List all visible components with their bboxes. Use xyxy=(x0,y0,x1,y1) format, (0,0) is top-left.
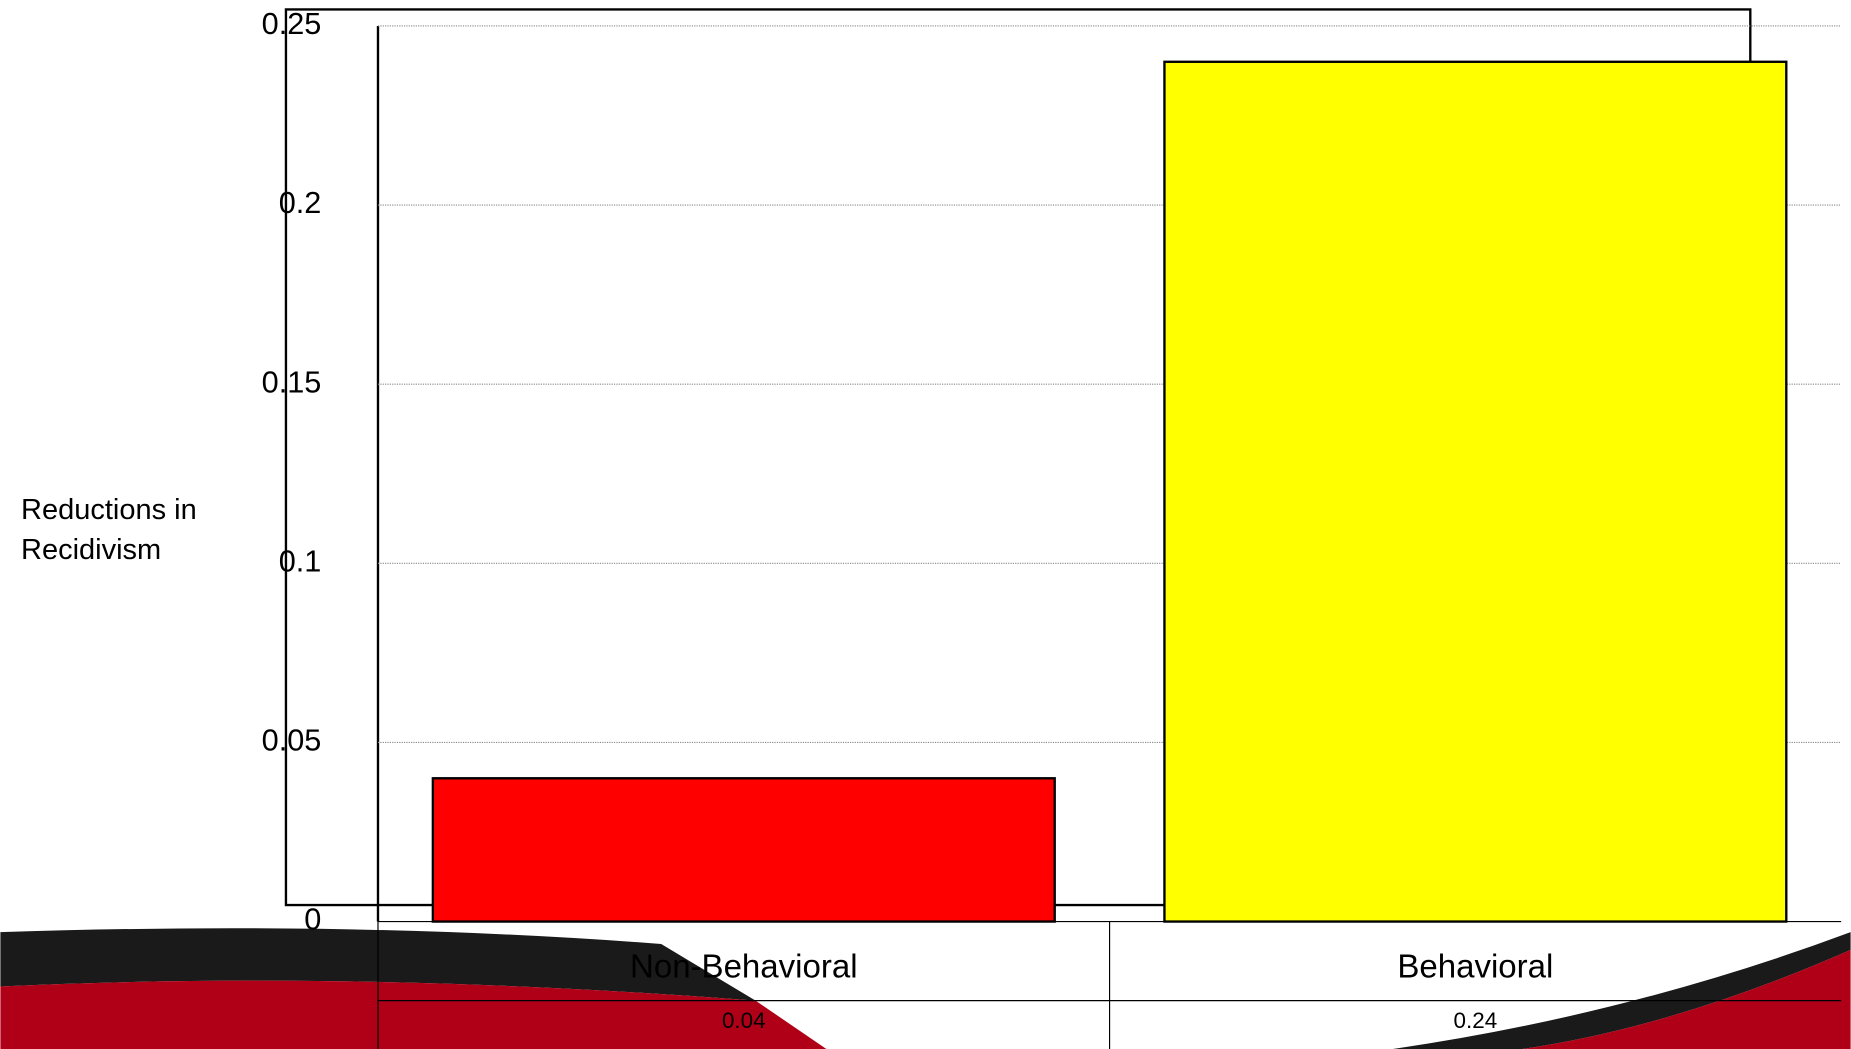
table-value: 0.04 xyxy=(722,1008,766,1033)
bar xyxy=(431,777,1056,923)
bar xyxy=(1163,60,1788,923)
x-tick-label: Non-Behavioral xyxy=(630,947,858,984)
x-tick-label: Behavioral xyxy=(1397,947,1553,984)
y-tick-label: 0.15 xyxy=(262,365,322,399)
y-tick-label: 0.05 xyxy=(262,724,322,758)
y-tick-label: 0.2 xyxy=(279,186,322,220)
y-tick-label: 0.1 xyxy=(279,544,322,578)
y-tick-label: 0 xyxy=(304,903,321,937)
y-axis-label: Reductions in Recidivism xyxy=(21,494,197,566)
table-value: 0.24 xyxy=(1454,1008,1498,1033)
y-tick-label: 0.25 xyxy=(262,7,322,41)
